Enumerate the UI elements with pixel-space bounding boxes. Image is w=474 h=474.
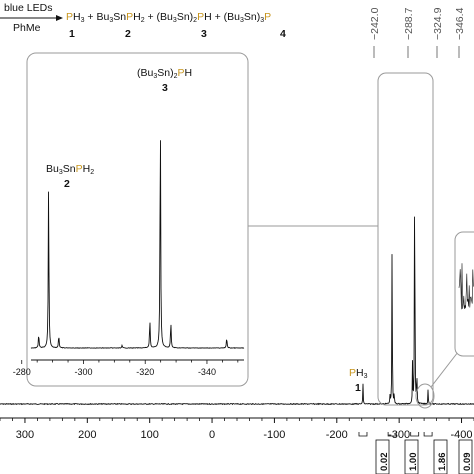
inset-x-tick-label: -320: [136, 367, 154, 377]
integral-box: [458, 439, 473, 474]
integral-bracket: [423, 432, 433, 437]
integral-box: [404, 439, 419, 474]
reaction-products: PH3 + Bu3SnPH2 + (Bu3Sn)2PH + (Bu3Sn)3P: [66, 11, 272, 24]
integral-box: [375, 439, 390, 474]
inset-right-noise-trace: [458, 263, 474, 310]
label-compound-3: (Bu3Sn)2PH: [137, 67, 193, 80]
product-number-3: 3: [201, 28, 207, 40]
product-number-2: 2: [125, 28, 131, 40]
label-compound-2: Bu3SnPH2: [46, 163, 95, 176]
integral-value: 1.86: [437, 453, 448, 472]
reaction-scheme: [0, 15, 63, 21]
inset-left-spectrum-trace: [30, 140, 245, 349]
zoom-region-box: [377, 72, 434, 406]
main-x-tick-label: 0: [209, 429, 215, 441]
main-x-tick-label: -100: [263, 429, 285, 441]
inset-x-tick-label: -300: [74, 367, 92, 377]
integral-value: 0.02: [379, 453, 390, 472]
zoom-connector-line: [430, 351, 459, 388]
main-peak-labels: −242.0 −288.7 −324.9 −346.4: [369, 7, 466, 58]
integral-bracket: [358, 432, 368, 437]
integral-value: 0.09: [462, 453, 473, 472]
label-number-2: 2: [64, 178, 70, 190]
inset-x-tick-label: -280: [13, 367, 31, 377]
main-x-axis: 300 200 100 0 -100 -200 -300 -400: [0, 417, 474, 441]
peak-label: −288.7: [403, 7, 415, 40]
product-number-1: 1: [69, 28, 75, 40]
inset-left-x-axis: -280 -300 -320 -340: [13, 359, 244, 377]
peak-label: −324.9: [432, 7, 444, 40]
main-x-tick-label: -400: [451, 429, 473, 441]
peak-label: −242.0: [369, 7, 381, 40]
label-compound-1: PH3: [349, 367, 368, 380]
main-x-tick-label: 100: [141, 429, 159, 441]
label-number-1: 1: [355, 382, 361, 394]
inset-right-frame: [454, 231, 474, 357]
integral-bracket: [410, 432, 420, 437]
inset-x-tick-label: -340: [198, 367, 216, 377]
integral-value: 1.00: [408, 453, 419, 472]
integral-bracket: [387, 432, 397, 437]
inset-left-frame: [26, 52, 249, 387]
product-number-4: 4: [280, 28, 286, 40]
main-x-tick-label: -300: [388, 429, 410, 441]
main-spectrum-trace: [0, 216, 474, 406]
reaction-condition-top: blue LEDs: [4, 2, 53, 14]
reaction-arrow-head: [56, 15, 63, 21]
main-x-tick-label: 300: [16, 429, 34, 441]
main-x-tick-label: -200: [326, 429, 348, 441]
zoom-callouts: [248, 72, 459, 409]
main-x-tick-label: 200: [78, 429, 96, 441]
reaction-condition-bottom: PhMe: [13, 22, 41, 34]
integral-box: [433, 439, 448, 474]
main-integrals: 0.02 1.00 1.86 0.09: [358, 432, 473, 474]
label-number-3: 3: [162, 82, 168, 94]
peak-label: −346.4: [454, 7, 466, 40]
zoom-region-circle: [415, 383, 435, 409]
